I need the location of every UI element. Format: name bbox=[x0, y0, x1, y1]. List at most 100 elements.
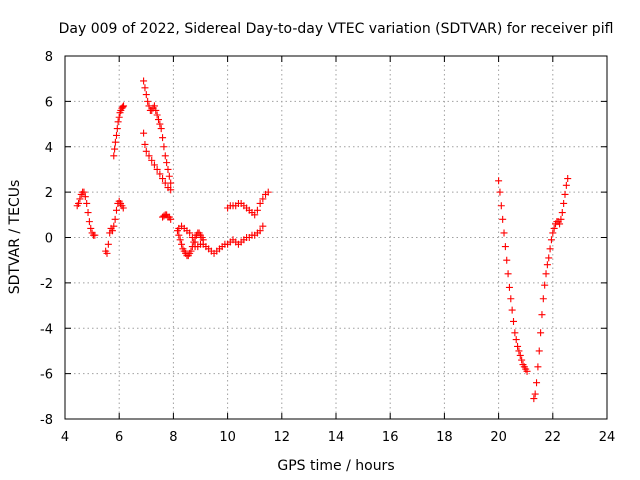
data-point bbox=[91, 231, 99, 239]
series-seg10 bbox=[224, 188, 272, 219]
y-tick-label: -8 bbox=[40, 413, 53, 428]
data-point bbox=[81, 193, 89, 201]
data-point bbox=[543, 261, 551, 269]
data-point bbox=[535, 347, 543, 355]
data-point bbox=[103, 249, 111, 257]
x-tick-label: 6 bbox=[115, 430, 123, 445]
data-point bbox=[499, 215, 507, 223]
data-point bbox=[152, 106, 160, 114]
data-point bbox=[531, 390, 539, 398]
data-point bbox=[264, 188, 272, 196]
data-point bbox=[110, 222, 118, 230]
series-seg4 bbox=[140, 77, 175, 187]
data-point bbox=[111, 138, 119, 146]
data-point bbox=[85, 218, 93, 226]
data-point bbox=[504, 270, 512, 278]
data-point bbox=[501, 243, 509, 251]
data-point bbox=[140, 129, 148, 137]
x-tick-label: 8 bbox=[169, 430, 177, 445]
data-point bbox=[153, 111, 161, 119]
data-point bbox=[503, 256, 511, 264]
data-point bbox=[512, 336, 520, 344]
data-point bbox=[113, 125, 121, 133]
y-tick-label: -4 bbox=[40, 322, 53, 337]
data-point bbox=[256, 227, 264, 235]
data-point bbox=[120, 102, 128, 110]
data-point bbox=[560, 199, 568, 207]
data-point bbox=[142, 147, 150, 155]
data-point bbox=[523, 367, 531, 375]
data-point bbox=[547, 236, 555, 244]
data-point bbox=[119, 103, 127, 111]
x-tick-label: 4 bbox=[61, 430, 69, 445]
data-point bbox=[111, 145, 119, 153]
data-point bbox=[119, 204, 127, 212]
data-point bbox=[251, 211, 259, 219]
data-point bbox=[114, 118, 122, 126]
data-point bbox=[542, 270, 550, 278]
series-seg8 bbox=[175, 222, 199, 246]
series-seg2 bbox=[102, 197, 127, 257]
data-point bbox=[150, 161, 158, 169]
data-point bbox=[163, 159, 171, 167]
data-points bbox=[73, 77, 572, 403]
data-point bbox=[507, 295, 515, 303]
chart-title: Day 009 of 2022, Sidereal Day-to-day VTE… bbox=[59, 21, 614, 37]
y-axis-label: SDTVAR / TECUs bbox=[7, 180, 23, 295]
data-point bbox=[111, 215, 119, 223]
series-seg3 bbox=[110, 102, 128, 160]
data-point bbox=[112, 206, 120, 214]
x-tick-label: 24 bbox=[599, 430, 616, 445]
data-point bbox=[154, 116, 162, 124]
data-point bbox=[186, 229, 194, 237]
data-point bbox=[165, 172, 173, 180]
data-point bbox=[545, 254, 553, 262]
data-point bbox=[141, 140, 149, 148]
grid-lines bbox=[65, 56, 607, 419]
data-point bbox=[546, 245, 554, 253]
x-tick-label: 12 bbox=[274, 430, 291, 445]
data-point bbox=[80, 188, 88, 196]
data-point bbox=[176, 236, 184, 244]
data-point bbox=[188, 234, 196, 241]
data-point bbox=[505, 283, 513, 291]
data-point bbox=[159, 175, 167, 183]
y-tick-label: 6 bbox=[45, 95, 53, 110]
data-point bbox=[110, 152, 118, 160]
data-point bbox=[564, 175, 572, 183]
data-point bbox=[253, 206, 261, 214]
data-point bbox=[75, 199, 83, 207]
data-point bbox=[104, 240, 112, 248]
y-tick-label: 8 bbox=[45, 50, 53, 65]
x-tick-label: 20 bbox=[490, 430, 507, 445]
data-point bbox=[148, 156, 156, 164]
x-tick-label: 22 bbox=[545, 430, 562, 445]
data-point bbox=[145, 152, 153, 160]
y-tick-label: 4 bbox=[45, 141, 53, 156]
data-point bbox=[510, 317, 518, 325]
x-tick-label: 18 bbox=[436, 430, 453, 445]
data-point bbox=[167, 215, 175, 223]
data-point bbox=[256, 199, 264, 207]
data-point bbox=[550, 224, 558, 232]
data-point bbox=[561, 190, 569, 198]
data-point bbox=[156, 170, 164, 178]
y-tick-label: 0 bbox=[45, 232, 53, 247]
data-point bbox=[259, 222, 267, 230]
data-point bbox=[557, 215, 565, 223]
data-point bbox=[558, 209, 566, 217]
data-point bbox=[153, 165, 161, 173]
data-point bbox=[140, 77, 148, 85]
data-point bbox=[534, 363, 542, 371]
data-point bbox=[495, 177, 503, 185]
data-point bbox=[108, 227, 116, 235]
data-point bbox=[175, 231, 183, 239]
data-point bbox=[150, 102, 158, 110]
x-tick-label: 14 bbox=[328, 430, 345, 445]
data-point bbox=[508, 306, 516, 314]
data-point bbox=[141, 84, 149, 92]
data-point bbox=[160, 143, 168, 151]
series-seg6 bbox=[159, 211, 175, 223]
